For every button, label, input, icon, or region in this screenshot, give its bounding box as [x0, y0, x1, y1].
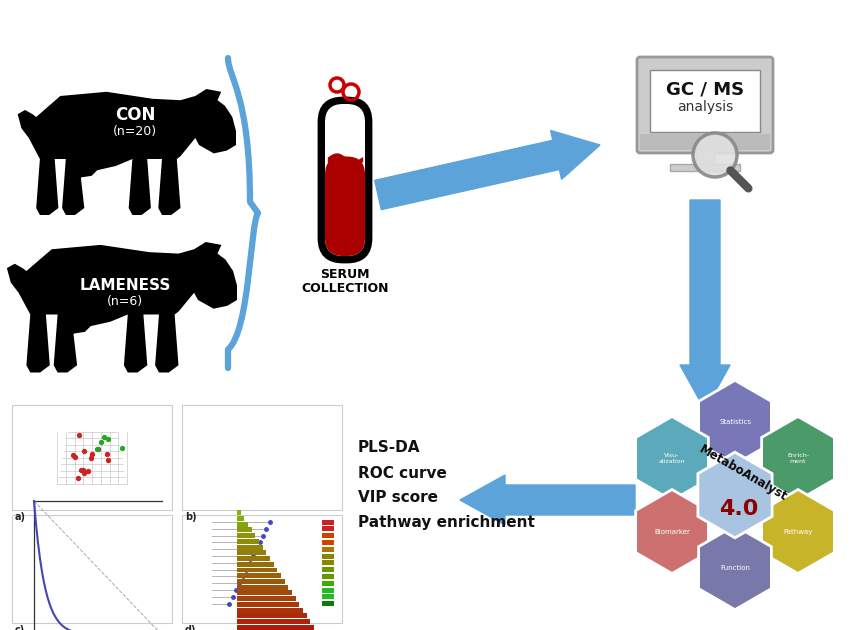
Bar [237, 607, 303, 612]
Polygon shape [698, 381, 771, 464]
Polygon shape [636, 490, 709, 573]
Text: GC / MS: GC / MS [666, 81, 744, 99]
Text: Visu-
alization: Visu- alization [659, 453, 686, 464]
Bar [12, 405, 172, 510]
FancyBboxPatch shape [325, 104, 365, 256]
Bar [650, 70, 760, 132]
Bar [237, 596, 296, 601]
Bar [182, 515, 342, 623]
Polygon shape [698, 525, 771, 610]
Text: Function: Function [720, 564, 750, 571]
FancyBboxPatch shape [637, 57, 773, 153]
Polygon shape [762, 416, 834, 500]
Bar [237, 522, 248, 527]
Text: 4.0: 4.0 [719, 499, 758, 519]
Bar [696, 150, 714, 166]
Bar [237, 527, 251, 532]
Bar [237, 562, 274, 567]
Bar [322, 560, 334, 565]
Bar [237, 590, 292, 595]
Bar [237, 568, 277, 573]
Bar [237, 516, 245, 521]
Bar [322, 581, 334, 586]
Polygon shape [762, 490, 834, 573]
Text: a): a) [15, 512, 26, 522]
Text: SERUM: SERUM [320, 268, 370, 281]
Bar [237, 602, 299, 607]
Text: Statistics: Statistics [719, 420, 751, 425]
Bar [237, 556, 270, 561]
Bar [237, 625, 314, 630]
Bar [237, 544, 263, 549]
Text: d): d) [185, 625, 196, 630]
Text: Pathway: Pathway [783, 529, 813, 534]
Text: MetaboAnalyst: MetaboAnalyst [697, 442, 789, 503]
Bar [322, 574, 334, 579]
Text: VIP score: VIP score [358, 491, 438, 505]
Bar [322, 520, 334, 525]
Bar [322, 588, 334, 592]
FancyBboxPatch shape [325, 156, 365, 256]
Bar [237, 539, 259, 544]
Bar [670, 164, 740, 171]
Text: (n=6): (n=6) [107, 294, 143, 307]
Bar [322, 601, 334, 606]
Text: (n=20): (n=20) [113, 125, 157, 137]
Bar [322, 533, 334, 538]
Bar [322, 547, 334, 552]
PathPatch shape [18, 89, 236, 215]
Bar [237, 510, 241, 515]
Text: CON: CON [115, 106, 155, 124]
Text: COLLECTION: COLLECTION [301, 282, 389, 295]
Bar [322, 526, 334, 531]
Bar [237, 551, 266, 555]
FancyArrow shape [460, 475, 635, 525]
Text: c): c) [15, 625, 25, 630]
Text: b): b) [185, 512, 196, 522]
Bar [237, 585, 288, 590]
Circle shape [693, 133, 737, 177]
Text: Biomarker: Biomarker [654, 529, 690, 534]
Bar [182, 405, 342, 510]
Text: analysis: analysis [677, 100, 733, 114]
Polygon shape [636, 416, 709, 500]
Bar [237, 614, 307, 618]
Text: Pathway enrichment: Pathway enrichment [358, 515, 535, 530]
Bar [237, 579, 285, 584]
Bar [640, 134, 770, 150]
Bar [322, 554, 334, 559]
Bar [322, 567, 334, 572]
Bar [322, 540, 334, 545]
Polygon shape [698, 452, 772, 538]
Bar [12, 515, 172, 623]
Text: LAMENESS: LAMENESS [79, 277, 171, 292]
PathPatch shape [7, 242, 237, 372]
Text: ROC curve: ROC curve [358, 466, 447, 481]
Bar [237, 533, 256, 538]
Bar [322, 594, 334, 599]
FancyArrow shape [375, 130, 600, 210]
FancyArrow shape [680, 200, 730, 410]
Text: PLS-DA: PLS-DA [358, 440, 420, 455]
Bar [237, 573, 281, 578]
FancyBboxPatch shape [319, 98, 371, 262]
Text: Enrich-
ment: Enrich- ment [787, 453, 809, 464]
Bar [237, 619, 311, 624]
